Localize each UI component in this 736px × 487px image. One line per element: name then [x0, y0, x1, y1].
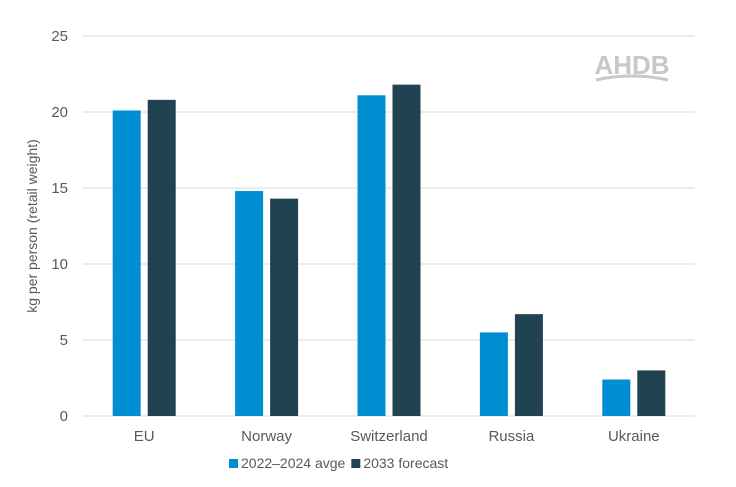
bar-ukraine-0	[602, 379, 631, 416]
ahdb-logo: AHDB	[594, 50, 670, 82]
y-tick-label: 15	[51, 180, 68, 197]
bar-russia-0	[479, 332, 508, 416]
bar-eu-1	[147, 99, 176, 416]
legend-label: 2022–2024 avge	[241, 455, 346, 471]
legend-label: 2033 forecast	[363, 455, 448, 471]
x-tick-label: Ukraine	[608, 428, 660, 445]
bar-ukraine-1	[637, 370, 666, 416]
y-tick-label: 0	[60, 408, 68, 425]
bar-eu-0	[112, 110, 141, 416]
bar-norway-0	[235, 191, 264, 416]
y-axis-label: kg per person (retail weight)	[24, 139, 40, 313]
y-tick-label: 25	[51, 28, 68, 45]
y-tick-label: 10	[51, 256, 68, 273]
legend-swatch	[351, 459, 361, 468]
bar-switzerland-0	[357, 95, 386, 416]
bar-norway-1	[270, 198, 299, 416]
bar-switzerland-1	[392, 84, 421, 416]
legend-swatch	[229, 459, 238, 468]
x-tick-label: Russia	[488, 428, 535, 445]
bar-russia-1	[514, 314, 543, 416]
x-tick-label: Switzerland	[350, 428, 428, 445]
x-tick-label: EU	[134, 428, 155, 445]
x-tick-label: Norway	[241, 428, 292, 445]
y-tick-label: 5	[60, 332, 68, 349]
y-tick-label: 20	[51, 104, 68, 121]
